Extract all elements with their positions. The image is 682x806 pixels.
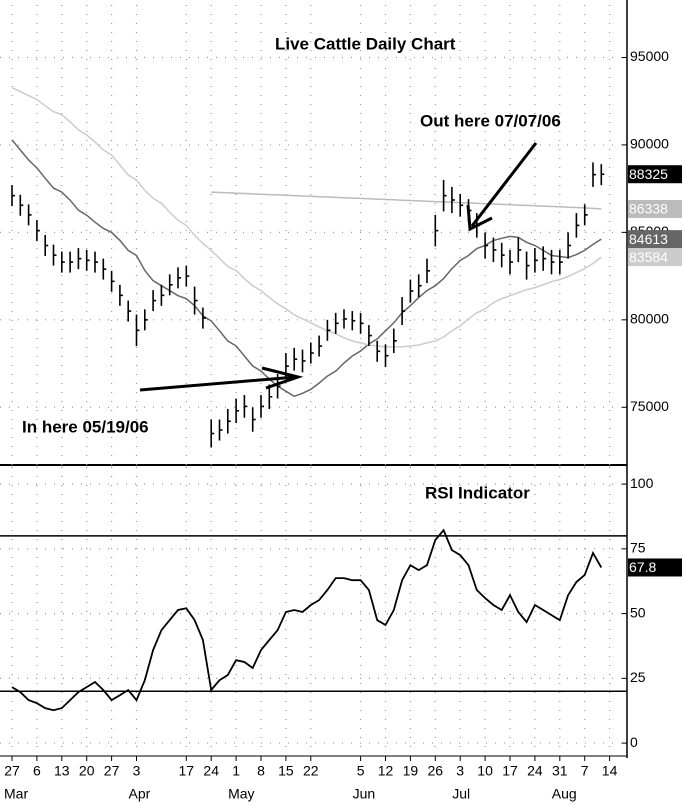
x-tick-label: 27 xyxy=(104,763,120,779)
annotation: In here 05/19/06 xyxy=(22,417,149,436)
arrows xyxy=(139,142,538,392)
x-tick-label: 14 xyxy=(602,763,618,779)
month-label: May xyxy=(228,786,254,802)
month-label: Aug xyxy=(552,786,577,802)
value-badge-label: 86338 xyxy=(629,201,668,217)
y-tick-label: 25 xyxy=(630,669,646,685)
x-tick-label: 10 xyxy=(477,763,493,779)
y-tick-label: 80000 xyxy=(630,311,669,327)
arrow xyxy=(470,142,538,227)
y-tick-label: 90000 xyxy=(630,136,669,152)
y-tick-label: 100 xyxy=(630,475,654,491)
x-tick-label: 6 xyxy=(33,763,41,779)
x-tick-label: 26 xyxy=(428,763,444,779)
y-tick-label: 0 xyxy=(630,734,638,750)
value-badge xyxy=(628,558,682,577)
value-badge-label: 84613 xyxy=(629,231,668,247)
x-tick-label: 24 xyxy=(203,763,219,779)
value-badge-label: 67.8 xyxy=(629,559,656,575)
moving-average xyxy=(11,86,602,348)
annotation: Out here 07/07/06 xyxy=(420,111,561,130)
x-tick-label: 3 xyxy=(456,763,464,779)
x-tick-label: 20 xyxy=(79,763,95,779)
month-label: Mar xyxy=(4,786,28,802)
moving-average xyxy=(11,139,602,398)
chart-title: RSI Indicator xyxy=(425,483,530,502)
y-tick-label: 95000 xyxy=(630,48,669,64)
x-tick-label: 19 xyxy=(403,763,419,779)
value-badge xyxy=(628,248,682,267)
frame xyxy=(0,0,628,758)
y-tick-label: 50 xyxy=(630,604,646,620)
x-tick-label: 31 xyxy=(552,763,568,779)
x-tick-label: 24 xyxy=(527,763,543,779)
arrow-head xyxy=(261,366,304,390)
x-tick-label: 7 xyxy=(581,763,589,779)
x-tick-label: 17 xyxy=(179,763,195,779)
value-badge xyxy=(628,199,682,218)
chart-title: Live Cattle Daily Chart xyxy=(275,34,456,53)
value-badge xyxy=(628,165,682,184)
x-tick-label: 13 xyxy=(54,763,70,779)
x-tick-label: 3 xyxy=(133,763,141,779)
y-tick-label: 75 xyxy=(630,540,646,556)
moving-average xyxy=(211,191,602,210)
x-tick-label: 15 xyxy=(278,763,294,779)
x-tick-label: 12 xyxy=(378,763,394,779)
x-tick-label: 22 xyxy=(303,763,319,779)
arrow-head xyxy=(466,204,493,232)
value-badge-label: 83584 xyxy=(629,249,668,265)
month-label: Jul xyxy=(452,786,470,802)
plot: 7500080000850009000095000863388461383584… xyxy=(4,48,682,802)
arrow xyxy=(139,375,297,392)
x-tick-label: 27 xyxy=(4,763,20,779)
value-badge-label: 88325 xyxy=(629,166,668,182)
value-badge xyxy=(628,230,682,249)
y-tick-label: 75000 xyxy=(630,398,669,414)
x-tick-label: 1 xyxy=(232,763,240,779)
rsi-line xyxy=(11,528,603,712)
x-tick-label: 8 xyxy=(257,763,265,779)
month-label: Apr xyxy=(129,786,151,802)
x-tick-label: 17 xyxy=(502,763,518,779)
month-label: Jun xyxy=(353,786,376,802)
x-tick-label: 5 xyxy=(357,763,365,779)
